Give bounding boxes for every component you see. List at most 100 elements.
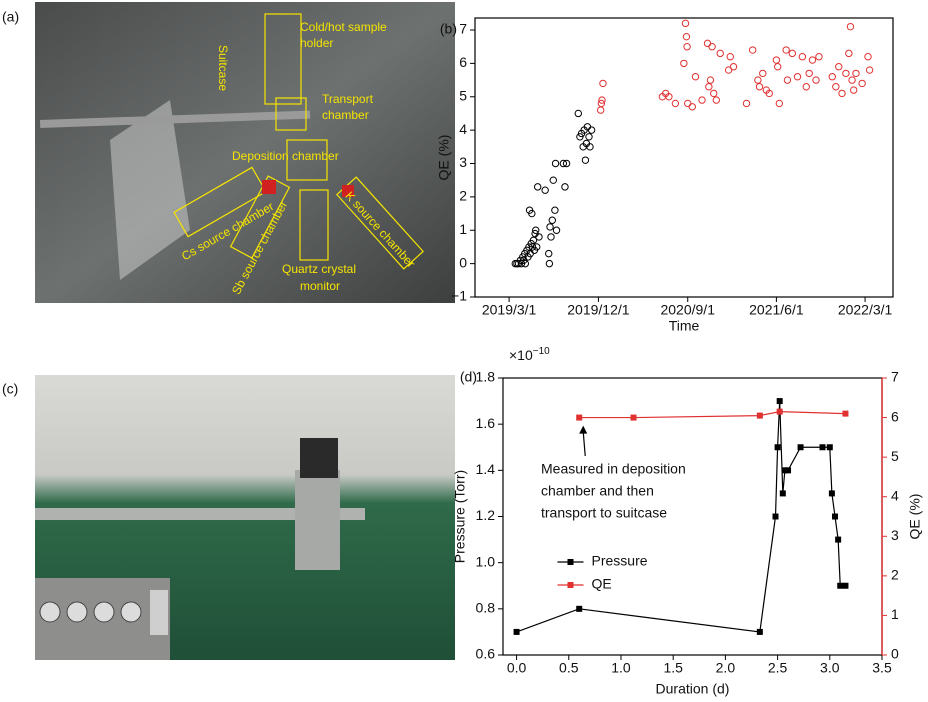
data-point bbox=[757, 629, 763, 635]
legend-label: Pressure bbox=[592, 553, 648, 569]
y-axis-label: QE (%) bbox=[436, 135, 452, 181]
data-point bbox=[851, 87, 857, 93]
data-point bbox=[755, 77, 761, 83]
y2-tick-label: 3 bbox=[891, 527, 899, 543]
data-point bbox=[775, 444, 781, 450]
data-point bbox=[827, 444, 833, 450]
x-axis-label: Duration (d) bbox=[656, 681, 730, 697]
data-point bbox=[743, 100, 749, 106]
data-point bbox=[682, 20, 688, 26]
y-tick-label: 3 bbox=[459, 154, 467, 170]
data-point bbox=[784, 77, 790, 83]
data-point bbox=[683, 33, 689, 39]
data-point bbox=[806, 70, 812, 76]
data-point bbox=[692, 74, 698, 80]
data-point bbox=[773, 514, 779, 520]
x-tick-label: 1.5 bbox=[663, 660, 683, 676]
y-tick-label: 0.6 bbox=[476, 646, 496, 662]
y-tick-label: 1 bbox=[459, 221, 467, 237]
panel-label: (d) bbox=[460, 369, 477, 385]
y-scale-base: ×10 bbox=[509, 347, 533, 363]
y-tick-label: 1.0 bbox=[476, 553, 496, 569]
data-point bbox=[546, 260, 552, 266]
data-point bbox=[709, 44, 715, 50]
data-point bbox=[819, 444, 825, 450]
x-axis-label: Time bbox=[669, 318, 700, 334]
data-point bbox=[586, 134, 592, 140]
annotation-arrowhead bbox=[579, 426, 587, 434]
x-tick-label: 2.5 bbox=[768, 660, 788, 676]
figure: (a)(c)Cold/hot sampleholderSuitcaseTrans… bbox=[0, 0, 928, 702]
data-point bbox=[829, 490, 835, 496]
x-tick-label: 2021/6/1 bbox=[749, 302, 804, 318]
data-point bbox=[776, 100, 782, 106]
data-point bbox=[773, 57, 779, 63]
legend-marker bbox=[568, 559, 574, 565]
photo-annotation: monitor bbox=[300, 279, 340, 293]
data-point bbox=[803, 84, 809, 90]
data-point bbox=[681, 60, 687, 66]
data-point bbox=[699, 97, 705, 103]
data-point bbox=[799, 54, 805, 60]
data-point bbox=[832, 514, 838, 520]
data-point bbox=[785, 467, 791, 473]
y2-axis-label: QE (%) bbox=[907, 494, 923, 540]
data-point bbox=[783, 47, 789, 53]
data-point bbox=[672, 100, 678, 106]
data-point bbox=[552, 160, 558, 166]
data-point bbox=[839, 90, 845, 96]
data-point bbox=[813, 77, 819, 83]
data-point bbox=[749, 47, 755, 53]
y-tick-label: −1 bbox=[451, 288, 467, 304]
y-tick-label: 0.8 bbox=[476, 600, 496, 616]
data-point bbox=[843, 70, 849, 76]
legend-label: QE bbox=[592, 576, 612, 592]
y-tick-label: 7 bbox=[459, 21, 467, 37]
y-tick-label: 1.4 bbox=[476, 461, 496, 477]
data-point bbox=[689, 104, 695, 110]
x-tick-label: 2.0 bbox=[716, 660, 736, 676]
data-point bbox=[706, 84, 712, 90]
x-tick-label: 2019/12/1 bbox=[567, 302, 629, 318]
data-line bbox=[579, 412, 845, 418]
x-tick-label: 1.0 bbox=[611, 660, 631, 676]
data-point bbox=[552, 207, 558, 213]
x-tick-label: 3.0 bbox=[820, 660, 840, 676]
data-point bbox=[575, 110, 581, 116]
data-point bbox=[553, 227, 559, 233]
data-point bbox=[707, 77, 713, 83]
data-point bbox=[514, 629, 520, 635]
data-point bbox=[730, 64, 736, 70]
data-point bbox=[631, 415, 637, 421]
data-point bbox=[829, 74, 835, 80]
data-point bbox=[684, 44, 690, 50]
x-tick-label: 0.5 bbox=[559, 660, 579, 676]
y2-tick-label: 5 bbox=[891, 448, 899, 464]
x-tick-label: 2019/3/1 bbox=[482, 302, 537, 318]
y-axis-label: Pressure (Torr) bbox=[452, 470, 468, 563]
data-point bbox=[853, 70, 859, 76]
y-tick-label: 5 bbox=[459, 87, 467, 103]
annotation: transport to suitcase bbox=[541, 505, 667, 521]
y2-tick-label: 1 bbox=[891, 606, 899, 622]
data-point bbox=[536, 234, 542, 240]
data-point bbox=[842, 583, 848, 589]
data-point bbox=[582, 157, 588, 163]
data-point bbox=[847, 23, 853, 29]
data-point bbox=[833, 84, 839, 90]
data-point bbox=[717, 50, 723, 56]
data-point bbox=[548, 234, 554, 240]
data-point bbox=[837, 583, 843, 589]
photo-annotation: Suitcase bbox=[216, 45, 230, 91]
data-point bbox=[866, 67, 872, 73]
data-point bbox=[562, 184, 568, 190]
data-point bbox=[849, 77, 855, 83]
data-point bbox=[760, 70, 766, 76]
photo-annotation: holder bbox=[300, 36, 333, 50]
data-point bbox=[835, 537, 841, 543]
y-tick-label: 1.2 bbox=[476, 507, 496, 523]
y-tick-label: 2 bbox=[459, 188, 467, 204]
x-tick-label: 3.5 bbox=[872, 660, 892, 676]
photo-annotation: Transport bbox=[322, 92, 374, 106]
data-point bbox=[846, 50, 852, 56]
